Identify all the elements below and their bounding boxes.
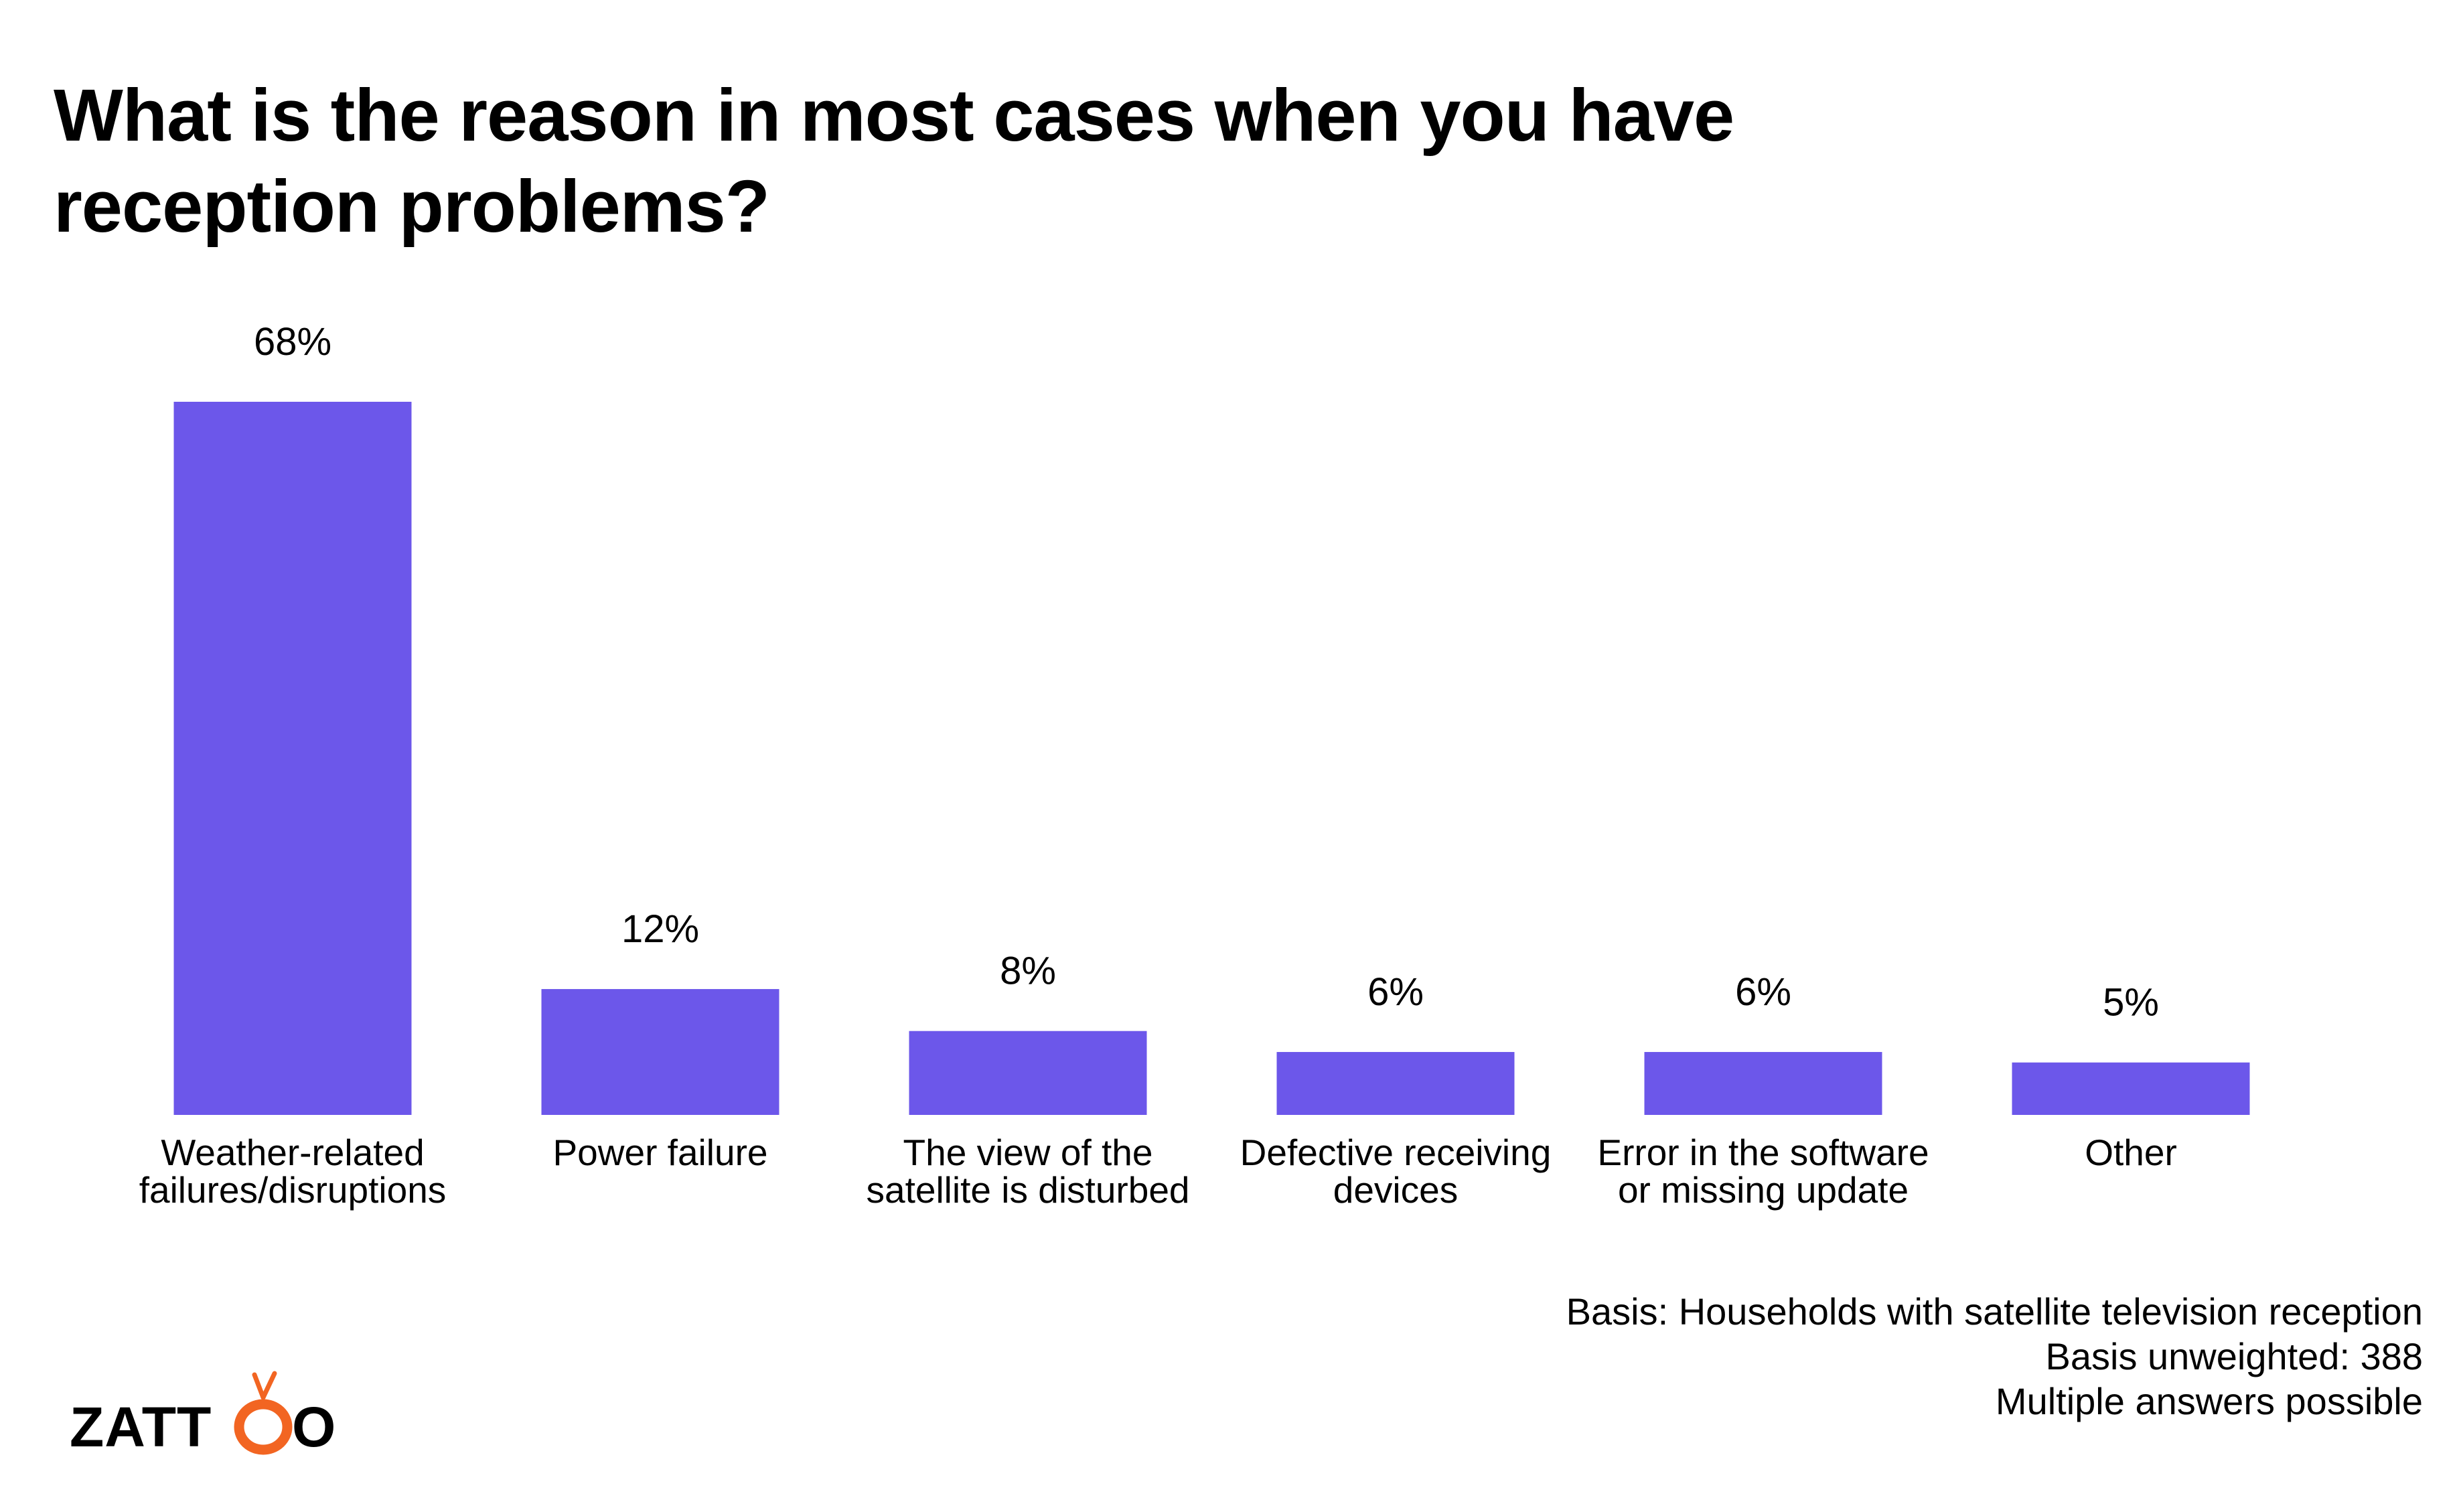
bar-value-label: 5% [2103,981,2159,1025]
bar [1276,1052,1515,1115]
category-label: Defective receiving [1240,1132,1552,1173]
category-label: Weather-related [161,1132,424,1173]
category-label: Other [2085,1132,2177,1173]
footnote: Basis: Households with satellite televis… [1566,1289,2423,1424]
category-label: failures/disruptions [139,1169,447,1211]
bar [541,989,779,1115]
zattoo-logo: ZATT O [70,1371,335,1456]
category-label: satellite is disturbed [866,1169,1189,1211]
category-label: The view of the [903,1132,1153,1173]
chart-title: What is the reason in most cases when yo… [54,70,1795,252]
bar [2012,1062,2250,1115]
bar [1644,1052,1882,1115]
category-label: or missing update [1618,1169,1909,1211]
logo-text-end: O [292,1395,335,1456]
footnote-basis: Basis: Households with satellite televis… [1566,1290,2423,1333]
category-label: Power failure [553,1132,768,1173]
chart-title-line-1: What is the reason in most cases when yo… [54,74,1734,157]
chart-title-line-2: reception problems? [54,165,770,248]
bar-value-label: 6% [1735,970,1791,1014]
bar-value-label: 68% [254,320,331,364]
bar-value-label: 12% [621,907,699,951]
bar [173,402,412,1115]
footnote-multiple-answers: Multiple answers possible [1995,1380,2423,1422]
bar [909,1031,1147,1115]
category-label: Error in the software [1597,1132,1929,1173]
tv-o-icon [234,1371,293,1455]
logo-text: ZATT [70,1395,212,1456]
bar-value-label: 6% [1367,970,1424,1014]
category-label: devices [1333,1169,1458,1211]
footnote-basis-unweighted: Basis unweighted: 388 [2045,1335,2423,1377]
bar-value-label: 8% [1000,950,1056,993]
